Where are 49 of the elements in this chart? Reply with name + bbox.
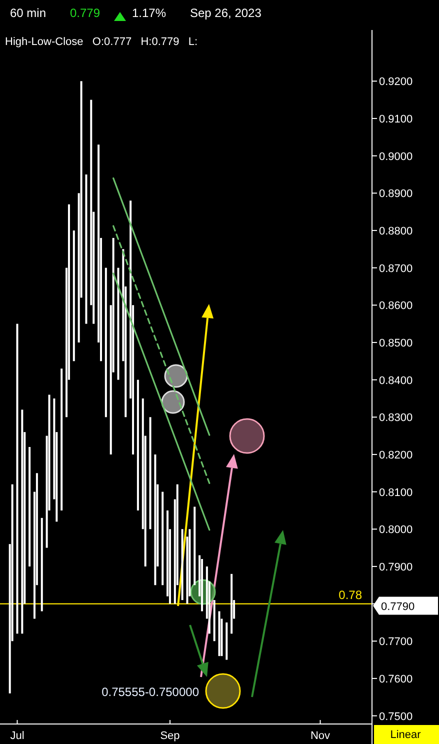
bar [162,492,164,586]
y-tick-label: 0.8500 [379,337,413,350]
bar [194,506,196,586]
bar [85,174,88,324]
bar [213,600,216,642]
y-tick-label: 0.9100 [379,113,413,126]
bar [28,446,31,566]
x-tick-label: Nov [310,730,331,742]
text: Linear [390,729,422,741]
y-tick-label: 0.8300 [379,412,413,424]
bar [72,230,75,362]
y-tick-label: 0.7600 [379,673,413,686]
ref-line-label: 0.78 [338,588,362,602]
bar [154,454,156,586]
bar [60,368,63,510]
text: High-Low-Close O:0.777 H:0.779 L: [5,36,198,48]
bar [40,518,43,612]
bar [21,410,24,634]
bar [16,324,18,634]
y-tick-label: 0.8200 [379,449,413,462]
text: Sep 26, 2023 [190,6,262,20]
y-tick-label: 0.8700 [379,262,413,275]
bar [181,529,184,600]
y-tick-label: 0.9200 [379,76,413,88]
bar [201,558,204,612]
x-tick-label: Jul [10,730,24,742]
text: 0.7790 [381,600,415,613]
bar [230,574,233,634]
y-tick-label: 0.7700 [379,636,413,648]
y-tick-label: 0.8000 [379,524,413,536]
y-tick-label: 0.8800 [379,225,413,238]
text: 1.17% [132,6,166,20]
y-tick-label: 0.8600 [379,300,413,312]
x-tick-label: Sep [160,730,180,742]
y-tick-label: 0.7500 [379,710,413,723]
y-tick-label: 0.9000 [379,150,413,163]
y-tick-label: 0.8100 [379,486,413,499]
y-tick-label: 0.8900 [379,188,413,200]
annotation: 0.75555-0.750000 [102,685,200,699]
bar [104,268,107,418]
bar [218,611,220,656]
bar [149,417,152,530]
y-tick-label: 0.8400 [379,374,413,387]
bar [226,622,228,660]
bar [136,380,139,510]
y-tick-label: 0.7900 [379,561,413,574]
bar [117,268,120,380]
text: 60 min [10,6,46,20]
text: 0.779 [70,6,100,20]
